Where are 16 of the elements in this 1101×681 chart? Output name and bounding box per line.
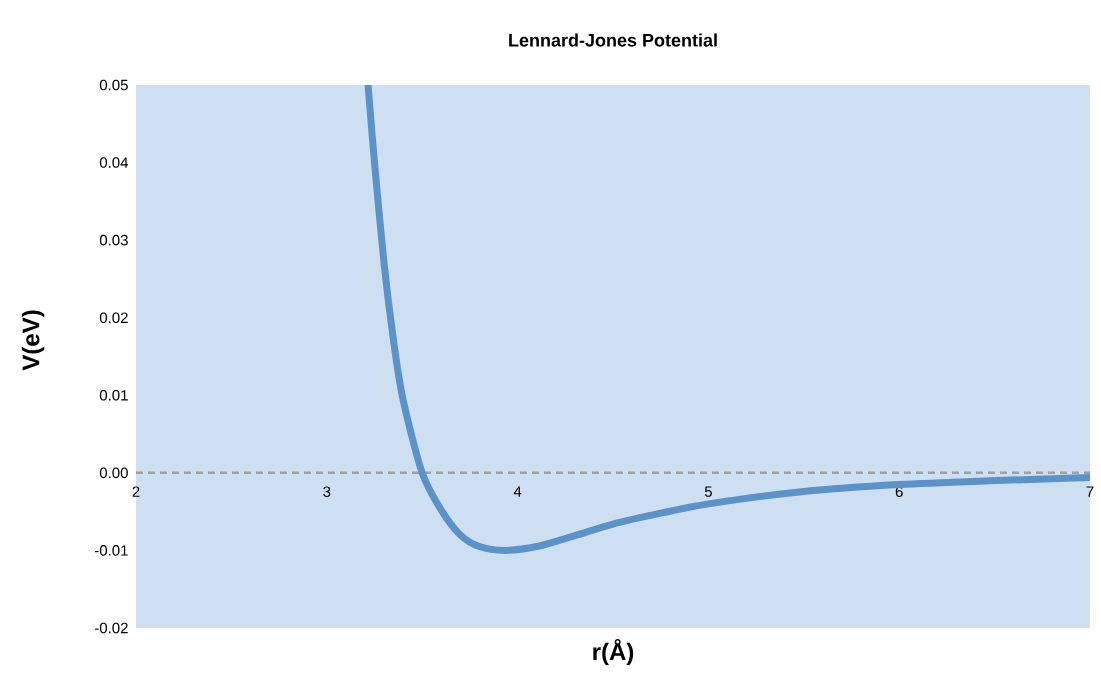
x-tick-label: 4 [513, 486, 522, 497]
y-axis-title: V(eV) [21, 310, 45, 371]
y-tick-label: 0.00 [99, 467, 128, 479]
y-tick-label: 0.03 [99, 234, 128, 246]
x-tick-label: 7 [1086, 486, 1094, 497]
y-tick-label: 0.04 [99, 157, 129, 168]
chart-title: Lennard-Jones Potential [509, 33, 717, 47]
y-tick-label: -0.01 [94, 545, 128, 556]
y-tick-label: -0.02 [94, 622, 128, 634]
x-tick-label: 2 [132, 486, 140, 497]
y-tick-label: 0.05 [99, 79, 128, 91]
x-tick-label: 5 [704, 486, 712, 497]
y-tick-label: 0.01 [99, 389, 128, 401]
y-tick-label: 0.02 [99, 312, 128, 324]
x-tick-label: 3 [323, 486, 331, 497]
x-axis-title: r(Å) [593, 638, 634, 666]
